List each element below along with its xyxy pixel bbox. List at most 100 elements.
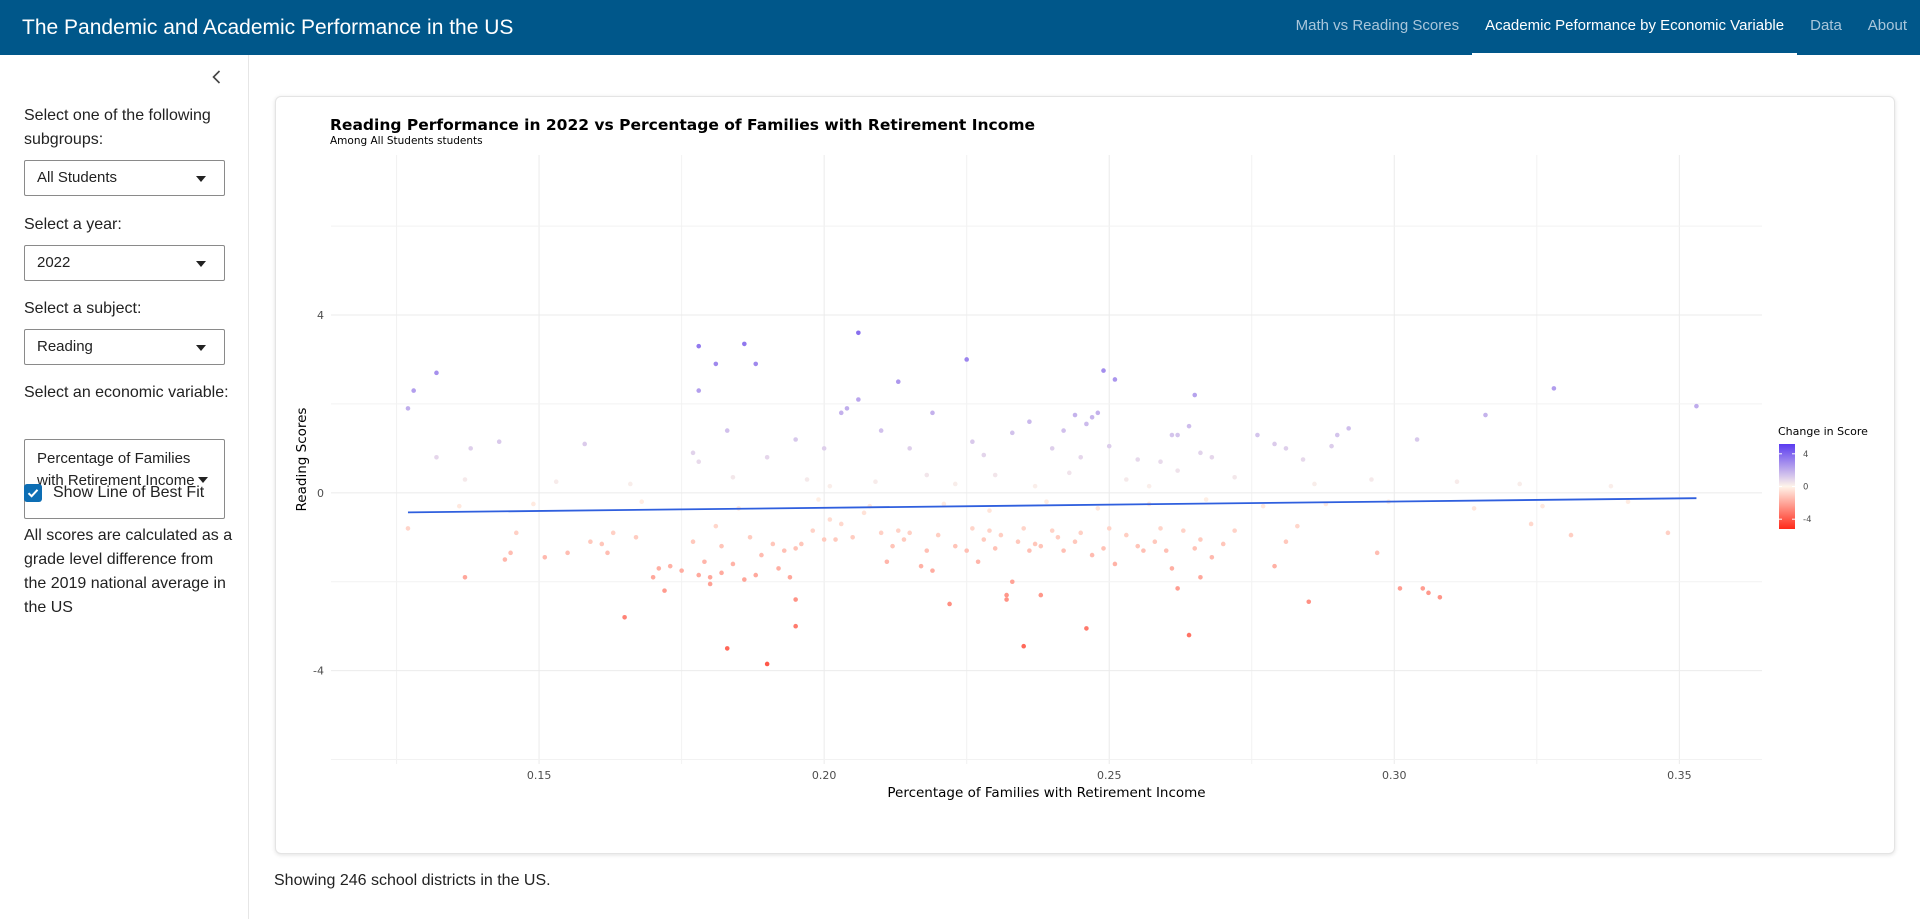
data-point: [707, 574, 713, 580]
tab-data[interactable]: Data: [1810, 17, 1842, 34]
data-point: [1454, 479, 1460, 485]
data-point: [1272, 441, 1277, 447]
data-point: [861, 510, 867, 516]
tab-about[interactable]: About: [1867, 17, 1907, 34]
data-point: [707, 581, 713, 587]
chart-subtitle: Among All Students students: [330, 135, 483, 147]
data-point: [696, 572, 702, 578]
data-point: [656, 566, 662, 571]
data-point: [759, 552, 764, 558]
data-point: [1061, 548, 1066, 553]
data-point: [713, 523, 719, 529]
data-point: [696, 459, 702, 465]
best-fit-checkbox[interactable]: [24, 484, 42, 502]
data-point: [838, 410, 844, 416]
chevron-down-icon: [196, 261, 206, 267]
data-point: [1283, 539, 1289, 545]
data-point: [1220, 541, 1226, 547]
data-point: [1084, 626, 1089, 631]
data-point: [1175, 468, 1180, 473]
year-select[interactable]: 2022: [24, 245, 225, 281]
subject-select[interactable]: Reading: [24, 329, 225, 365]
chart-card: Reading Performance in 2022 vs Percentag…: [275, 96, 1895, 854]
score-note: All scores are calculated as a grade lev…: [24, 527, 233, 616]
data-point: [987, 508, 992, 513]
data-point: [679, 568, 684, 573]
data-point: [901, 537, 907, 542]
data-point: [850, 534, 855, 540]
data-point: [730, 474, 736, 480]
year-label: Select a year:: [24, 216, 122, 233]
data-point: [1106, 526, 1112, 531]
data-point: [770, 541, 776, 547]
data-point: [1084, 421, 1089, 427]
data-point: [1517, 481, 1522, 487]
year-select-value: 2022: [37, 254, 71, 271]
data-point: [930, 410, 935, 416]
subgroup-select-value: All Students: [37, 169, 118, 186]
data-point: [1095, 506, 1101, 511]
tab-math-vs-reading[interactable]: Math vs Reading Scores: [1295, 17, 1460, 34]
collapse-sidebar-icon[interactable]: [207, 67, 227, 87]
checkmark-icon: [27, 489, 39, 498]
data-point: [1004, 597, 1009, 602]
data-point: [411, 388, 416, 393]
data-point: [542, 554, 548, 560]
data-point: [816, 497, 821, 502]
data-point: [833, 537, 838, 542]
data-point: [1021, 643, 1026, 649]
y-axis-label: Reading Scores: [294, 408, 310, 512]
data-point: [696, 388, 702, 393]
data-point: [1078, 530, 1084, 536]
legend-title: Change in Score: [1778, 425, 1868, 438]
data-point: [1038, 592, 1044, 598]
subject-label: Select a subject:: [24, 300, 142, 317]
data-point: [821, 446, 827, 451]
best-fit-line: [407, 497, 1697, 514]
data-point: [1483, 412, 1488, 418]
data-point: [1095, 410, 1101, 416]
data-point: [844, 406, 850, 411]
data-point: [1608, 483, 1614, 489]
data-point: [1209, 454, 1215, 460]
data-point: [1175, 586, 1180, 591]
data-point: [907, 446, 912, 451]
best-fit-label[interactable]: Show Line of Best Fit: [53, 484, 205, 501]
y-tick-label: 4: [317, 309, 324, 322]
econ-variable-select[interactable]: Percentage of Families with Retirement I…: [24, 439, 225, 519]
data-point: [981, 452, 987, 458]
app-title[interactable]: The Pandemic and Academic Performance in…: [22, 16, 514, 39]
chevron-down-icon: [196, 176, 206, 182]
data-point: [895, 379, 901, 385]
data-point: [1209, 554, 1215, 560]
data-point: [924, 472, 930, 478]
x-tick-label: 0.30: [1382, 769, 1407, 782]
subgroup-select[interactable]: All Students: [24, 160, 225, 196]
data-point: [1426, 590, 1431, 596]
data-point: [1329, 443, 1334, 449]
data-point: [719, 570, 724, 576]
data-point: [456, 503, 462, 509]
data-point: [1169, 566, 1175, 571]
data-point: [633, 534, 639, 540]
data-point: [1397, 586, 1403, 591]
data-point: [730, 561, 736, 567]
data-point: [1437, 595, 1443, 600]
data-point: [1192, 546, 1198, 551]
data-point: [1414, 437, 1420, 442]
data-point: [992, 472, 998, 478]
nav-tabs: Math vs Reading Scores Academic Peforman…: [1283, 0, 1920, 55]
tab-academic-performance[interactable]: Academic Peformance by Economic Variable: [1472, 0, 1798, 55]
data-point: [667, 563, 673, 569]
data-point: [610, 530, 616, 536]
data-point: [1089, 552, 1095, 558]
data-point: [753, 572, 759, 578]
data-point: [856, 330, 861, 336]
data-point: [1694, 403, 1699, 409]
data-point: [764, 661, 770, 667]
data-point: [1078, 454, 1084, 460]
data-point: [650, 574, 656, 580]
data-point: [628, 481, 633, 487]
subject-select-value: Reading: [37, 338, 93, 355]
x-tick-label: 0.35: [1667, 769, 1692, 782]
